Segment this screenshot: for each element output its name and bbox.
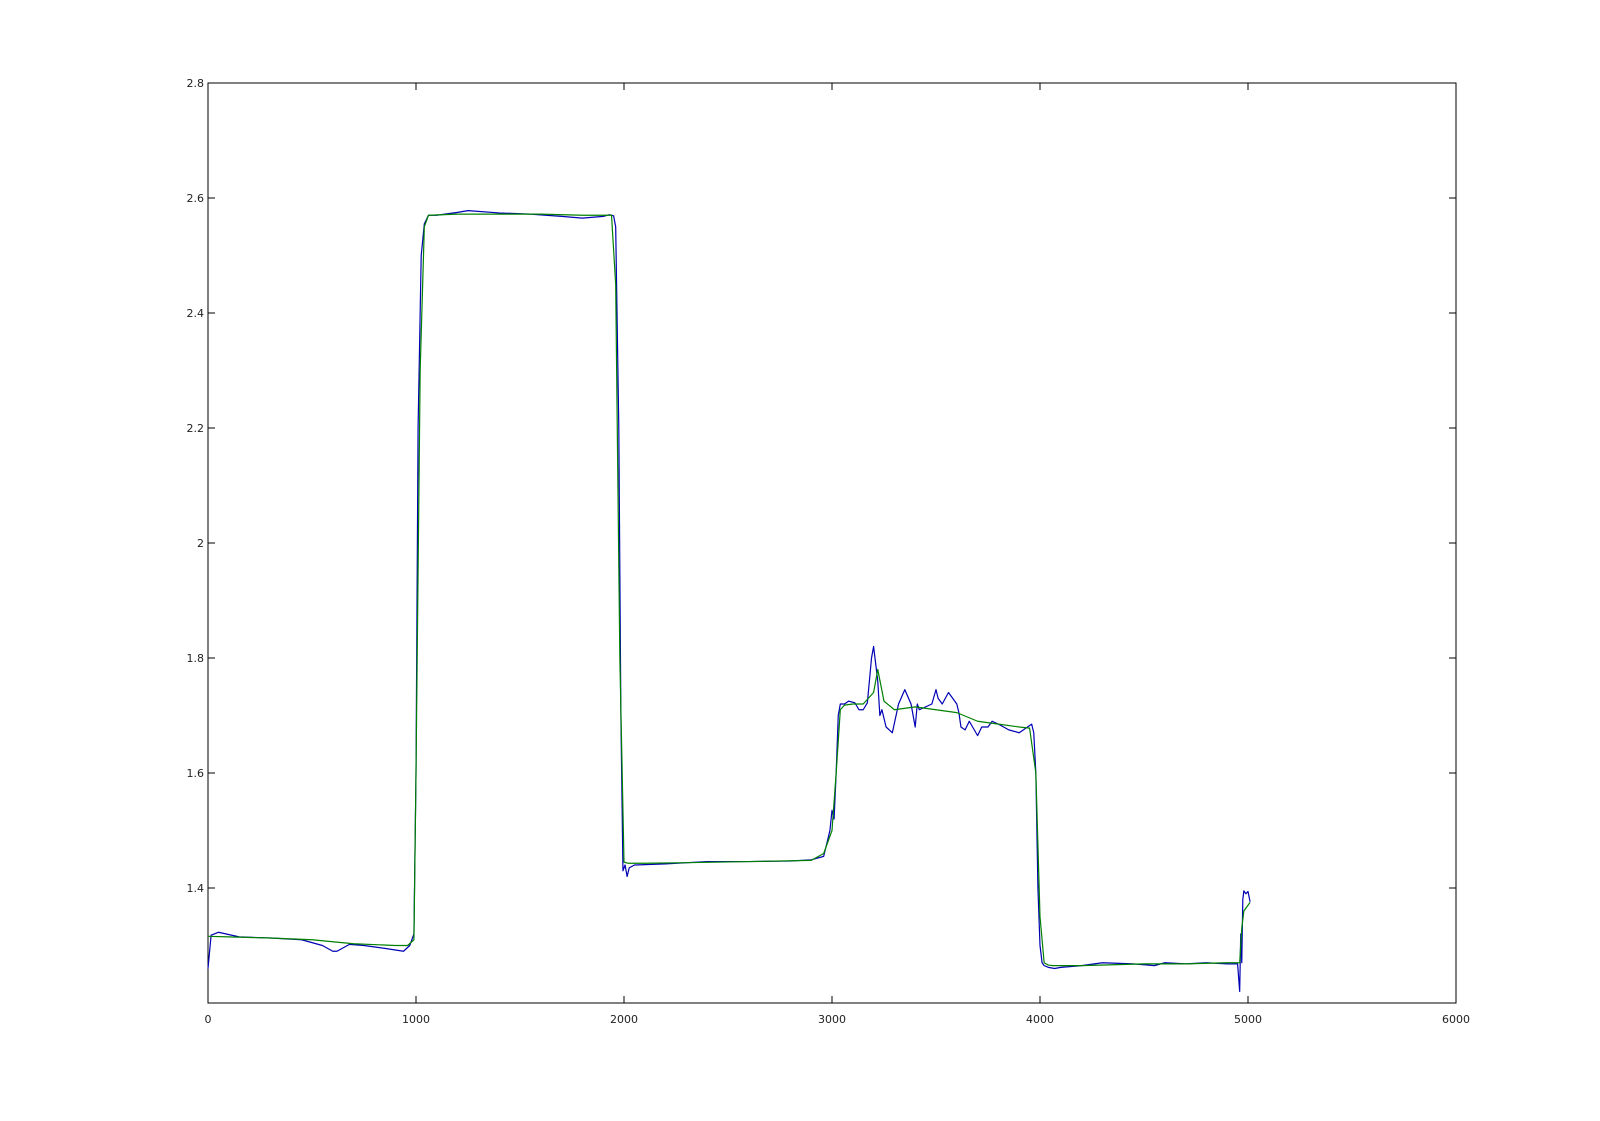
y-tick-label: 2.2: [187, 422, 205, 435]
x-tick-label: 1000: [402, 1013, 430, 1026]
x-tick-label: 5000: [1234, 1013, 1262, 1026]
series-line-2: [207, 213, 1251, 967]
plot-area: [207, 82, 1457, 1004]
y-tick-label: 1.6: [187, 767, 205, 780]
x-tick-label: 2000: [610, 1013, 638, 1026]
y-tick-label: 2.6: [187, 192, 205, 205]
x-axis-tick-labels: 0 1000 2000 3000 4000 5000 6000: [205, 1013, 1471, 1026]
x-tick-label: 0: [205, 1013, 212, 1026]
x-tick-label: 6000: [1442, 1013, 1470, 1026]
y-tick-label: 2.4: [187, 307, 205, 320]
y-tick-label: 2.8: [187, 77, 205, 90]
y-tick-label: 1.4: [187, 882, 205, 895]
y-tick-label: 1.8: [187, 652, 205, 665]
axis-ticks: [207, 82, 1457, 1003]
x-tick-label: 3000: [818, 1013, 846, 1026]
y-tick-label: 2: [197, 537, 204, 550]
x-tick-label: 4000: [1026, 1013, 1054, 1026]
y-axis-tick-labels: 1.4 1.6 1.8 2 2.2 2.4 2.6 2.8: [187, 77, 205, 895]
series-layer: [207, 210, 1251, 993]
